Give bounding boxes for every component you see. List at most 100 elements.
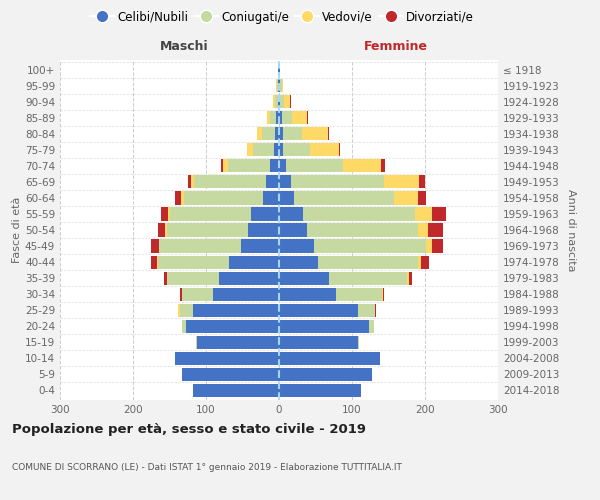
Bar bbox=[270, 111, 276, 124]
Bar bbox=[279, 320, 369, 333]
Bar bbox=[284, 95, 290, 108]
Bar bbox=[286, 160, 343, 172]
Bar bbox=[167, 272, 219, 284]
Bar bbox=[151, 240, 158, 252]
Y-axis label: Fasce di età: Fasce di età bbox=[12, 197, 22, 263]
Bar bbox=[184, 192, 263, 204]
Bar bbox=[282, 79, 283, 92]
Bar bbox=[418, 192, 426, 204]
Bar bbox=[302, 127, 328, 140]
Bar bbox=[279, 352, 380, 365]
Bar bbox=[279, 384, 361, 397]
Bar bbox=[279, 176, 290, 188]
Bar bbox=[188, 176, 191, 188]
Bar bbox=[157, 256, 158, 268]
Text: Femmine: Femmine bbox=[364, 40, 428, 53]
Bar bbox=[221, 160, 223, 172]
Bar bbox=[279, 208, 303, 220]
Bar bbox=[374, 304, 376, 317]
Bar bbox=[263, 192, 279, 204]
Bar bbox=[283, 127, 302, 140]
Bar bbox=[280, 79, 282, 92]
Bar bbox=[181, 288, 182, 300]
Bar bbox=[185, 320, 279, 333]
Bar bbox=[251, 208, 279, 220]
Bar bbox=[197, 336, 279, 349]
Bar bbox=[196, 336, 197, 349]
Bar bbox=[274, 143, 279, 156]
Bar bbox=[280, 95, 284, 108]
Bar bbox=[276, 79, 277, 92]
Bar bbox=[158, 224, 165, 236]
Text: Popolazione per età, sesso e stato civile - 2019: Popolazione per età, sesso e stato civil… bbox=[12, 422, 366, 436]
Bar bbox=[358, 336, 359, 349]
Bar bbox=[219, 272, 279, 284]
Bar bbox=[383, 288, 384, 300]
Bar bbox=[270, 160, 279, 172]
Bar bbox=[290, 176, 384, 188]
Bar bbox=[175, 192, 181, 204]
Bar bbox=[428, 224, 443, 236]
Bar bbox=[307, 111, 308, 124]
Bar bbox=[279, 127, 283, 140]
Bar bbox=[343, 160, 381, 172]
Bar bbox=[229, 256, 279, 268]
Bar bbox=[182, 320, 185, 333]
Bar bbox=[241, 240, 279, 252]
Bar bbox=[426, 240, 432, 252]
Bar bbox=[278, 95, 279, 108]
Bar bbox=[275, 127, 279, 140]
Bar bbox=[223, 160, 228, 172]
Bar bbox=[279, 368, 373, 381]
Bar bbox=[158, 240, 159, 252]
Bar bbox=[193, 384, 279, 397]
Bar bbox=[328, 127, 329, 140]
Bar bbox=[228, 160, 270, 172]
Bar bbox=[339, 143, 340, 156]
Bar bbox=[168, 208, 170, 220]
Bar bbox=[431, 208, 446, 220]
Bar bbox=[279, 256, 317, 268]
Bar bbox=[247, 143, 253, 156]
Bar bbox=[279, 95, 280, 108]
Bar bbox=[278, 63, 279, 76]
Bar bbox=[278, 79, 279, 92]
Bar bbox=[419, 176, 425, 188]
Bar bbox=[170, 208, 251, 220]
Bar bbox=[151, 256, 157, 268]
Bar bbox=[181, 192, 184, 204]
Bar bbox=[418, 256, 421, 268]
Bar bbox=[279, 143, 283, 156]
Bar bbox=[279, 111, 282, 124]
Bar bbox=[421, 256, 428, 268]
Bar bbox=[358, 304, 374, 317]
Bar bbox=[175, 352, 279, 365]
Bar bbox=[293, 192, 394, 204]
Bar bbox=[268, 111, 270, 124]
Bar bbox=[303, 208, 415, 220]
Bar bbox=[279, 336, 358, 349]
Bar bbox=[279, 288, 336, 300]
Bar bbox=[159, 240, 241, 252]
Bar bbox=[336, 288, 382, 300]
Bar bbox=[317, 256, 418, 268]
Text: COMUNE DI SCORRANO (LE) - Dati ISTAT 1° gennaio 2019 - Elaborazione TUTTITALIA.I: COMUNE DI SCORRANO (LE) - Dati ISTAT 1° … bbox=[12, 462, 402, 471]
Bar bbox=[409, 272, 412, 284]
Bar bbox=[382, 288, 383, 300]
Bar bbox=[164, 272, 167, 284]
Bar bbox=[279, 304, 358, 317]
Bar bbox=[165, 224, 167, 236]
Bar bbox=[161, 208, 168, 220]
Bar bbox=[182, 288, 214, 300]
Bar bbox=[292, 111, 307, 124]
Bar bbox=[310, 143, 339, 156]
Bar bbox=[381, 160, 385, 172]
Bar bbox=[407, 272, 409, 284]
Bar bbox=[279, 224, 307, 236]
Bar bbox=[266, 176, 279, 188]
Bar bbox=[182, 368, 279, 381]
Bar bbox=[167, 224, 248, 236]
Bar bbox=[279, 160, 286, 172]
Bar bbox=[214, 288, 279, 300]
Bar bbox=[276, 111, 279, 124]
